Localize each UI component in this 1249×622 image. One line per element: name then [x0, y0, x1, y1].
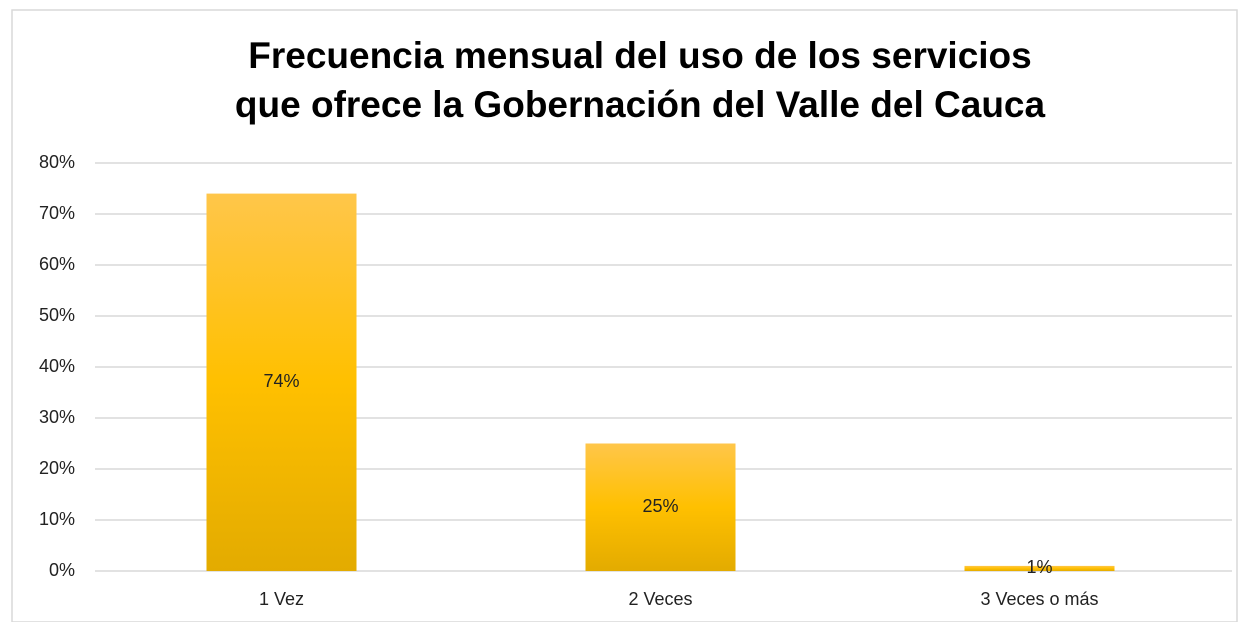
- y-tick-label: 20%: [39, 458, 75, 478]
- chart-title: Frecuencia mensual del uso de los servic…: [248, 35, 1032, 76]
- y-tick-label: 50%: [39, 305, 75, 325]
- y-tick-label: 40%: [39, 356, 75, 376]
- bar: [585, 443, 736, 571]
- y-tick-label: 30%: [39, 407, 75, 427]
- y-tick-label: 70%: [39, 203, 75, 223]
- y-tick-label: 60%: [39, 254, 75, 274]
- data-label: 1%: [1026, 557, 1052, 577]
- x-tick-label: 1 Vez: [259, 589, 304, 609]
- x-tick-label: 2 Veces: [628, 589, 692, 609]
- bar: [206, 193, 357, 571]
- bar: [964, 565, 1115, 571]
- data-label: 74%: [263, 371, 299, 391]
- chart-title: que ofrece la Gobernación del Valle del …: [235, 84, 1046, 125]
- y-tick-label: 0%: [49, 560, 75, 580]
- data-label: 25%: [642, 496, 678, 516]
- x-tick-label: 3 Veces o más: [980, 589, 1098, 609]
- y-tick-label: 10%: [39, 509, 75, 529]
- y-tick-label: 80%: [39, 152, 75, 172]
